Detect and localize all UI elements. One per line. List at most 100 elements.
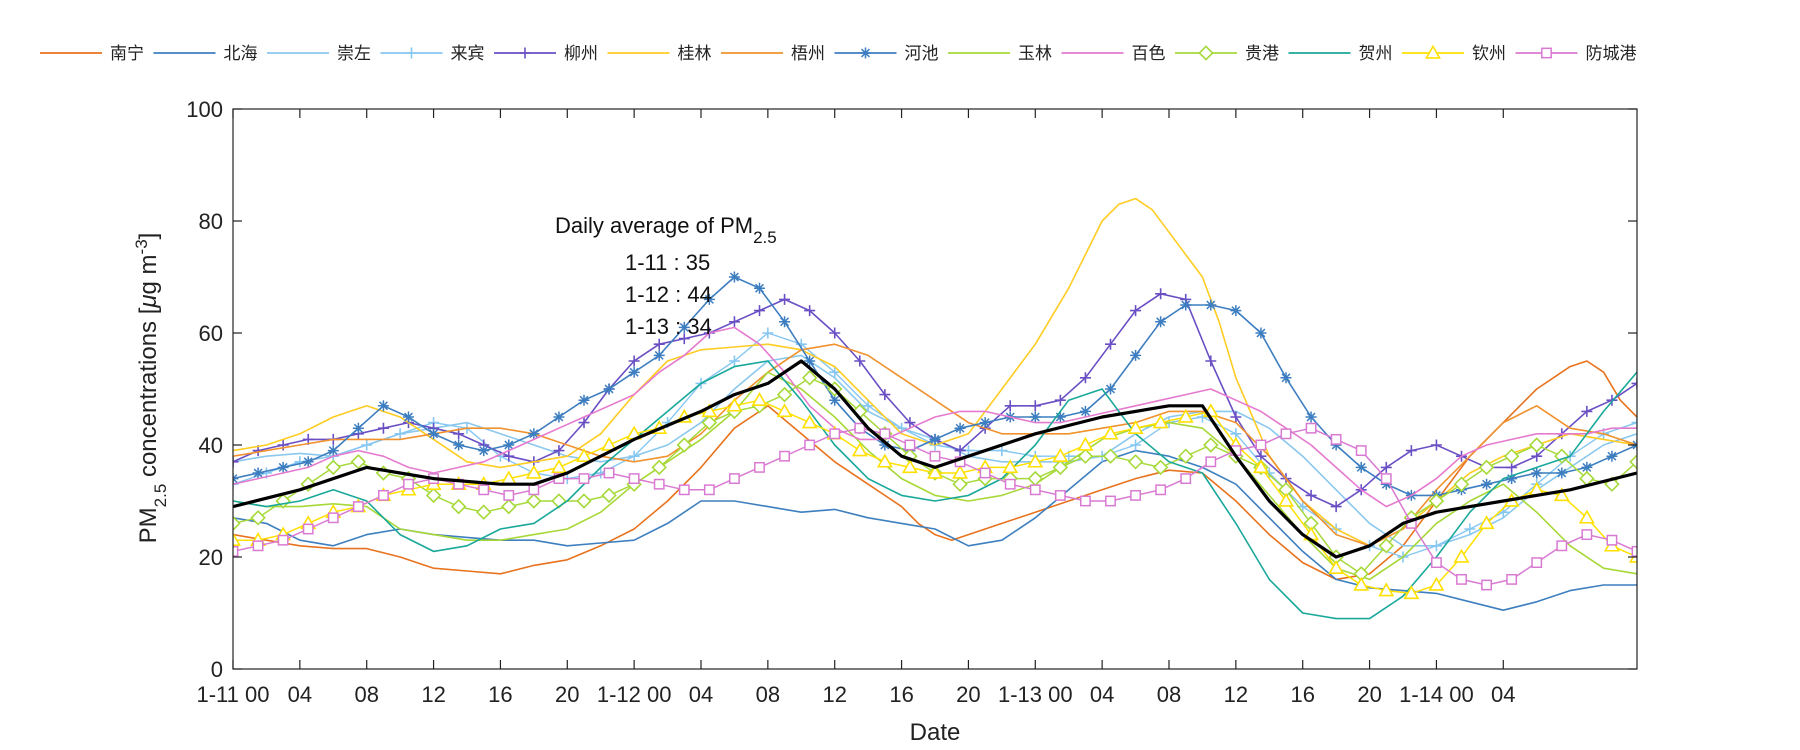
data-point [1581,529,1593,541]
legend: 南宁 北海 崇左 来宾 柳州 桂林 梧州 河池 玉林 百色 贵港 贺州 钦州 防城港 [40,44,1637,64]
data-point [1305,422,1317,434]
data-point [352,422,364,434]
legend-label: 河池 [905,44,939,64]
legend-label: 来宾 [451,44,485,64]
data-point [776,386,793,403]
data-point [678,321,690,333]
data-point [1177,408,1194,423]
data-point [1631,377,1637,389]
data-point [996,445,1008,457]
x-tick-label: 08 [354,682,378,707]
data-point [1102,425,1119,440]
data-point [1280,428,1292,440]
data-point [1606,450,1618,462]
data-point [525,464,542,479]
data-point [1205,355,1217,367]
data-point [1506,573,1518,585]
x-tick-label: 1-13 00 [998,682,1073,707]
legend-marker [1198,45,1214,61]
data-point [879,428,891,440]
x-tick-label: 04 [1090,682,1114,707]
data-point [1180,473,1192,485]
data-point [1080,495,1091,507]
data-point [1029,400,1041,412]
data-point [1130,439,1142,451]
data-point [1130,489,1141,501]
data-point [233,531,241,546]
data-point [1481,579,1492,591]
data-point [403,411,414,423]
data-point [1531,467,1543,479]
data-point [876,453,893,468]
data-point [1280,372,1292,384]
data-point [804,355,816,367]
data-point [628,355,640,367]
data-point [1278,492,1294,507]
data-point [1105,338,1116,350]
data-point [829,394,841,406]
series-玉林 [233,371,1637,581]
data-point [352,501,364,513]
data-point [1430,439,1442,451]
series-桂林 [233,197,1637,547]
legend-label: 玉林 [1018,44,1052,64]
data-point [954,422,966,434]
data-point [603,467,615,479]
x-tick-label: 04 [1491,682,1515,707]
data-point [829,327,841,339]
legend-label: 梧州 [791,44,825,64]
y-tick-label: 0 [211,657,223,682]
legend-marker [406,47,417,59]
legend-entry: 桂林 [607,44,712,64]
series-line [233,399,1637,595]
data-point [403,478,414,490]
data-point [927,464,943,479]
series-line [233,449,1637,611]
data-point [1079,372,1091,384]
data-point [503,450,515,462]
plot-area [233,197,1637,620]
data-point [233,515,241,532]
data-point [1478,459,1495,476]
series-北海 [233,449,1637,611]
data-point [1380,461,1392,473]
data-point [503,439,515,451]
data-point [653,349,665,361]
series-梧州 [233,343,1637,547]
data-point [653,478,665,490]
legend-marker [1541,47,1552,59]
series-南宁 [233,360,1637,581]
data-point [1464,523,1476,535]
data-point [1105,495,1116,507]
data-point [651,459,667,476]
data-point [1203,437,1219,453]
series-百色 [233,326,1637,508]
legend-label: 百色 [1132,44,1166,64]
data-point [804,305,816,317]
x-tick-label: 16 [488,682,512,707]
data-point [553,411,565,423]
data-point [779,293,791,305]
data-point [779,450,790,462]
data-point [703,484,715,496]
data-point [377,422,389,434]
series-贺州 [233,360,1637,620]
data-point [762,327,774,339]
legend-label: 钦州 [1472,44,1506,64]
x-tick-label: 1-14 00 [1399,682,1474,707]
data-point [929,450,941,462]
data-point [578,417,590,429]
data-point [1378,538,1395,554]
series-line [233,326,1637,508]
data-point [1255,439,1267,451]
data-point [929,433,941,445]
data-point [1155,316,1167,328]
data-point [1631,417,1637,429]
data-point [1180,299,1192,311]
data-point [1453,476,1470,492]
x-tick-label: 04 [288,682,312,707]
data-point [1102,448,1119,464]
data-point [1380,478,1392,490]
data-point [1355,461,1367,473]
